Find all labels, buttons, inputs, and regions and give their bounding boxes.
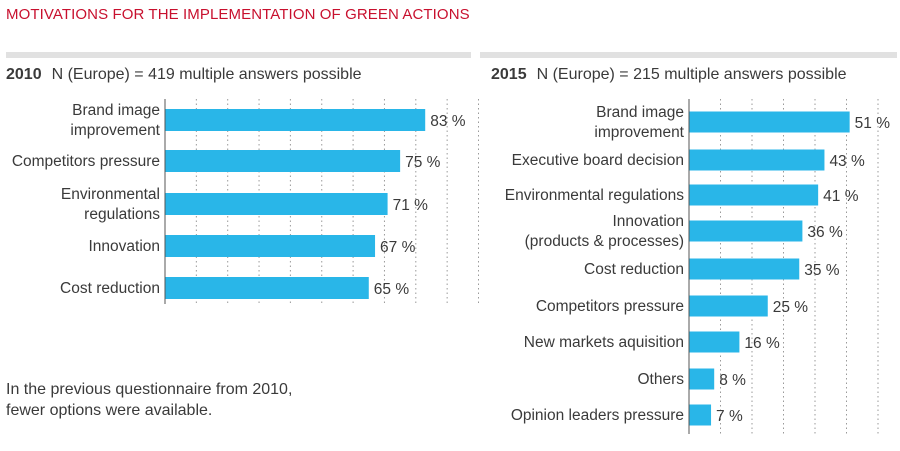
panel-year-2015: 2015 xyxy=(491,66,527,83)
category-label: Cost reduction xyxy=(584,261,684,278)
bar xyxy=(689,184,819,206)
category-label: Brand image improvement xyxy=(70,102,160,139)
value-label: 36 % xyxy=(807,224,843,241)
category-label: Competitors pressure xyxy=(12,153,160,170)
value-label: 67 % xyxy=(380,239,416,256)
category-label: Competitors pressure xyxy=(536,298,684,315)
bar xyxy=(689,149,825,171)
panel-year-2010: 2010 xyxy=(6,66,42,83)
category-label: Brand image improvement xyxy=(594,104,684,141)
value-label: 75 % xyxy=(405,154,441,171)
category-label: Executive board decision xyxy=(512,152,684,169)
bar xyxy=(689,111,850,133)
chart-title: MOTIVATIONS FOR THE IMPLEMENTATION OF GR… xyxy=(6,6,470,23)
bar xyxy=(165,235,376,257)
value-label: 25 % xyxy=(773,299,809,316)
category-label: Innovation (products & processes) xyxy=(525,213,684,250)
category-label: Others xyxy=(637,371,684,388)
category-label: Environmental regulations xyxy=(505,187,684,204)
value-label: 16 % xyxy=(744,335,780,352)
chart-2015: 51 % Brand image improvement 43 % Executive … xyxy=(505,99,890,434)
chart-2010: 83 % Brand image improvement 75 % Competitor… xyxy=(12,99,479,304)
value-label: 7 % xyxy=(716,408,743,425)
footnote-line-2: fewer options were available. xyxy=(6,402,213,419)
bar xyxy=(165,109,426,131)
panel-header-2015: 2015 N (Europe) = 215 multiple answers po… xyxy=(491,66,847,84)
value-label: 35 % xyxy=(804,262,840,279)
panel-header-2010: 2010 N (Europe) = 419 multiple answers po… xyxy=(6,66,362,84)
category-label: Innovation xyxy=(88,238,160,255)
bar xyxy=(689,258,800,280)
bar xyxy=(689,331,740,353)
value-label: 51 % xyxy=(855,115,891,132)
bar xyxy=(689,404,712,426)
category-label: Opinion leaders pressure xyxy=(511,407,684,424)
footnote: In the previous questionnaire from 2010,… xyxy=(6,379,292,421)
panel-subtitle-2010: N (Europe) = 419 multiple answers possib… xyxy=(51,66,362,83)
category-label: Cost reduction xyxy=(60,280,160,297)
bar xyxy=(165,277,369,299)
category-label: New markets aquisition xyxy=(524,334,684,351)
value-label: 83 % xyxy=(430,113,466,130)
bar xyxy=(689,295,768,317)
bar xyxy=(165,150,401,172)
bar xyxy=(689,220,803,242)
value-label: 43 % xyxy=(829,153,865,170)
value-label: 41 % xyxy=(823,188,859,205)
panel-rule-2010 xyxy=(6,52,471,58)
value-label: 65 % xyxy=(374,281,410,298)
footnote-line-1: In the previous questionnaire from 2010, xyxy=(6,381,293,398)
bar xyxy=(689,368,715,390)
value-label: 71 % xyxy=(393,197,429,214)
bar xyxy=(165,193,388,215)
category-label: Environmental regulations xyxy=(61,186,160,223)
value-label: 8 % xyxy=(719,372,746,389)
panel-subtitle-2015: N (Europe) = 215 multiple answers possib… xyxy=(536,66,847,83)
panel-rule-2015 xyxy=(480,52,897,58)
